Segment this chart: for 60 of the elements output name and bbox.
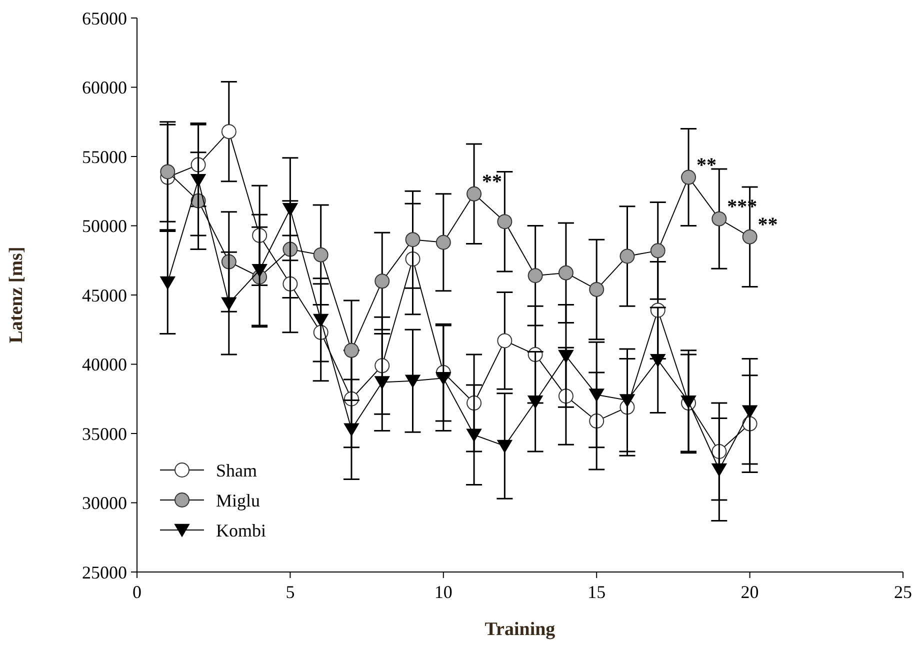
point [712, 463, 727, 476]
point [190, 174, 206, 187]
x-tick-label: 15 [588, 582, 606, 602]
point [558, 350, 574, 363]
annotation: ** [758, 214, 778, 236]
point [374, 274, 390, 289]
x-tick-label: 10 [434, 582, 452, 602]
point [742, 229, 758, 244]
point [712, 211, 727, 226]
x-tick-label: 25 [894, 582, 912, 602]
point [650, 243, 666, 258]
point [160, 276, 176, 290]
point [313, 314, 328, 327]
legend-label: Miglu [216, 490, 260, 510]
point [436, 372, 451, 385]
y-tick-label: 45000 [82, 285, 127, 306]
point [344, 423, 359, 436]
point [221, 124, 236, 140]
y-tick-label: 40000 [82, 354, 127, 375]
y-tick-label: 60000 [82, 78, 127, 98]
point [374, 376, 390, 390]
point [466, 186, 482, 202]
point [681, 170, 696, 185]
point [620, 248, 635, 264]
point [344, 342, 359, 358]
point [742, 405, 758, 418]
point [528, 268, 543, 284]
y-tick-label: 30000 [82, 493, 127, 514]
x-axis-title: Training [484, 619, 556, 640]
point [436, 234, 451, 250]
point [497, 440, 512, 453]
point [620, 394, 635, 408]
point [405, 374, 420, 388]
annotation: ** [696, 154, 717, 176]
point [160, 164, 176, 180]
legend-label: Kombi [216, 520, 266, 540]
point [497, 214, 512, 230]
point [313, 247, 328, 262]
point [589, 282, 604, 297]
point [650, 354, 666, 367]
legend-label: Sham [216, 460, 258, 480]
point [589, 388, 604, 402]
x-tick-label: 0 [132, 582, 142, 602]
y-tick-label: 35000 [82, 424, 127, 444]
y-axis-title: Latenz [ms] [6, 246, 27, 344]
point [528, 396, 543, 408]
point [221, 297, 236, 310]
point [252, 264, 268, 277]
annotation: ** [482, 170, 502, 193]
point [466, 428, 482, 442]
y-tick-label: 65000 [82, 8, 127, 28]
x-tick-label: 20 [740, 582, 759, 602]
y-tick-label: 55000 [82, 146, 127, 167]
y-tick-label: 25000 [82, 562, 127, 582]
point [405, 232, 420, 248]
y-tick-label: 50000 [82, 216, 127, 236]
point [497, 333, 512, 348]
point [282, 203, 298, 216]
point [558, 265, 574, 280]
x-tick-label: 5 [286, 582, 295, 602]
